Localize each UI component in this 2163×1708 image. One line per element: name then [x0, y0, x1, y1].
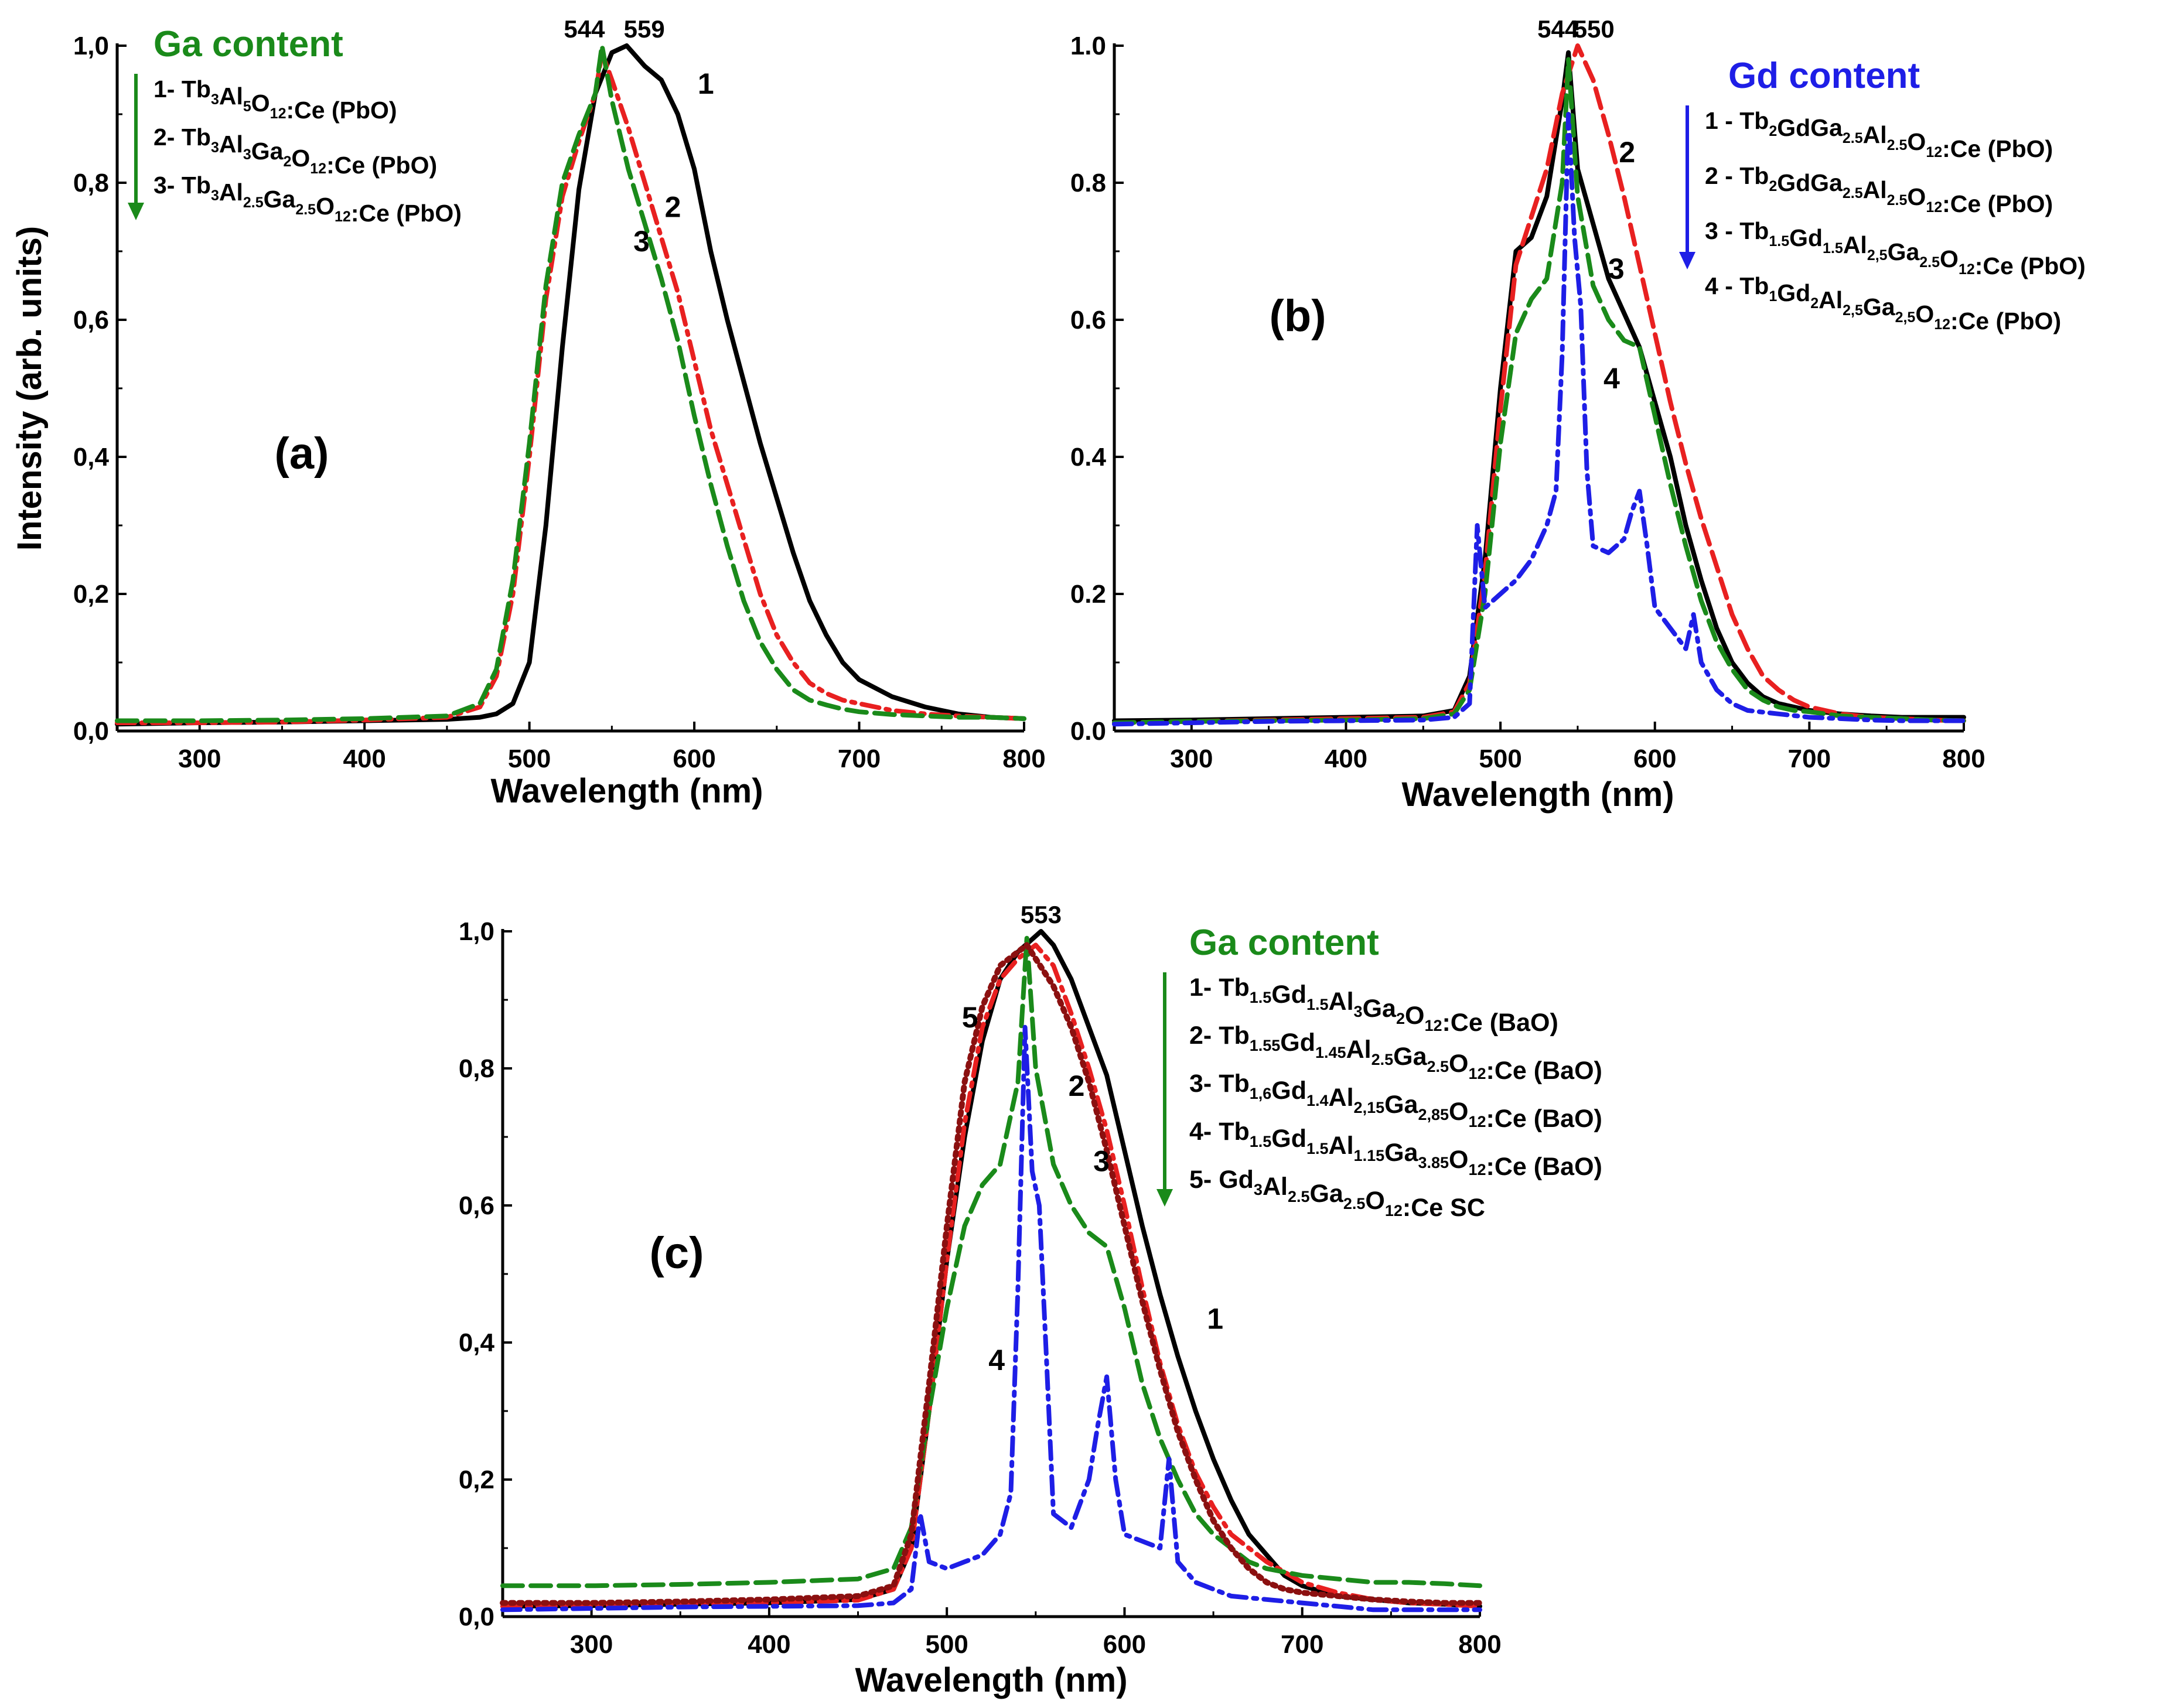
- series-line-4: [500, 1024, 1482, 1613]
- series-line-1: [1112, 50, 1966, 723]
- y-tick-label: 1.0: [1070, 32, 1106, 60]
- legend: Ga content 1- Tb1.5Gd1.5Al3Ga2O12:Ce (BaO…: [1156, 923, 1602, 1222]
- panel-label: (b): [1269, 291, 1326, 341]
- peak-label: 544: [564, 15, 605, 43]
- y-tick-label: 0,6: [73, 306, 109, 334]
- chart-panel-2: 300 400 500 600 700 800 0.0 0.2 0.4 0.6 0.8 1.0 2 3 4 5…: [1070, 15, 2086, 814]
- y-tick-label: 1,0: [459, 917, 494, 946]
- series-line-5: [500, 942, 1483, 1606]
- y-tick-label: 0,6: [459, 1191, 494, 1220]
- legend-entry: 1 - Tb2GdGa2.5Al2.5O12:Ce (PbO): [1705, 107, 2053, 162]
- x-tick-label: 400: [1325, 744, 1367, 773]
- panel-label: (c): [650, 1228, 704, 1278]
- x-axis-label: Wavelength (nm): [490, 772, 763, 810]
- legend-arrow-head: [1679, 252, 1695, 269]
- x-tick-label: 500: [508, 744, 551, 773]
- curve-label: 4: [988, 1344, 1005, 1376]
- series-line-2: [115, 50, 1026, 725]
- x-tick-label: 800: [1458, 1630, 1501, 1659]
- legend-arrow-head: [1156, 1189, 1173, 1207]
- legend-entry: 3- Tb1,6Gd1.4Al2,15Ga2,85O12:Ce (BaO): [1189, 1070, 1602, 1133]
- curve-label: 1: [1207, 1303, 1223, 1335]
- y-tick-label: 0,8: [73, 169, 109, 197]
- legend-entry: 4 - Tb1Gd2Al2,5Ga2,5O12:Ce (PbO): [1705, 272, 2061, 334]
- x-tick-label: 700: [1788, 744, 1831, 773]
- y-tick-label: 0,4: [73, 443, 110, 472]
- chart-panel-3: 300 400 500 600 700 800 0,0 0,2 0,4 0,6 0,8 1,0 5 2 3 1…: [459, 901, 1602, 1699]
- panel-label: (a): [275, 429, 329, 479]
- x-tick-label: 800: [1942, 744, 1985, 773]
- peak-label: 559: [624, 15, 665, 43]
- series-line-3: [1112, 57, 1966, 725]
- legend-title: Ga content: [1189, 923, 1379, 963]
- x-tick-label: 700: [1281, 1630, 1323, 1659]
- series-line-4: [1112, 112, 1966, 727]
- y-tick-label: 0.8: [1070, 169, 1106, 197]
- curve-label: 2: [1069, 1070, 1085, 1102]
- series-line-3: [115, 43, 1026, 723]
- legend-entry: 2 - Tb2GdGa2.5Al2.5O12:Ce (PbO): [1705, 162, 2053, 217]
- legend-entry: 3- Tb3Al2.5Ga2.5O12:Ce (PbO): [153, 172, 462, 227]
- x-axis-label: Wavelength (nm): [1401, 776, 1674, 814]
- x-tick-label: 400: [343, 744, 385, 773]
- legend-title: Ga content: [153, 24, 343, 64]
- y-tick-label: 0,0: [73, 717, 109, 746]
- x-tick-label: 600: [673, 744, 715, 773]
- x-tick-label: 300: [1170, 744, 1213, 773]
- legend-entry: 2- Tb3Al3Ga2O12:Ce (PbO): [153, 124, 437, 179]
- series-line-1: [115, 43, 1026, 727]
- y-tick-label: 0.4: [1070, 443, 1107, 472]
- y-tick-label: 1,0: [73, 32, 109, 60]
- peak-label: 553: [1021, 901, 1062, 928]
- chart-panels: 300 400 500 600 700 8000,00,20,40,60,81,01235…: [11, 15, 2086, 1699]
- x-tick-label: 600: [1103, 1630, 1146, 1659]
- legend-entry: 2- Tb1.55Gd1.45Al2.5Ga2.5O12:Ce (BaO): [1189, 1022, 1602, 1085]
- series-line-2: [1112, 43, 1966, 725]
- x-tick-label: 500: [925, 1630, 968, 1659]
- legend-arrow-head: [128, 203, 144, 220]
- chart-panel-1: 300 400 500 600 700 800 0,0 0,2 0,4 0,6 0,8 1,0 1 23 5…: [11, 15, 1046, 810]
- peak-label: 544: [1537, 15, 1579, 43]
- x-tick-label: 400: [748, 1630, 790, 1659]
- y-tick-label: 0.0: [1070, 717, 1106, 746]
- legend: Gd content 1 - Tb2GdGa2.5Al2.5O12:Ce (PbO…: [1679, 56, 2086, 334]
- x-tick-label: 300: [570, 1630, 613, 1659]
- y-tick-label: 0.6: [1070, 306, 1106, 334]
- curve-label: 3: [633, 225, 650, 258]
- y-tick-label: 0,8: [459, 1054, 494, 1083]
- y-tick-label: 0,0: [459, 1603, 494, 1631]
- y-tick-label: 0,2: [73, 580, 109, 609]
- curve-label: 3: [1093, 1145, 1110, 1178]
- y-axis-label: Intensity (arb. units): [11, 226, 49, 551]
- x-tick-label: 700: [838, 744, 881, 773]
- series-line-3: [500, 935, 1482, 1589]
- curve-label: 3: [1608, 252, 1625, 285]
- legend-entry: 4- Tb1.5Gd1.5Al1.15Ga3.85O12:Ce (BaO): [1189, 1118, 1602, 1181]
- x-tick-label: 500: [1479, 744, 1521, 773]
- legend-entry: 1- Tb3Al5O12:Ce (PbO): [153, 76, 397, 124]
- y-tick-label: 0.2: [1070, 580, 1106, 609]
- legend-entry: 1- Tb1.5Gd1.5Al3Ga2O12:Ce (BaO): [1189, 973, 1558, 1037]
- curve-label: 2: [665, 191, 681, 224]
- legend: Ga content 1- Tb3Al5O12:Ce (PbO)2- Tb3Al3…: [128, 24, 462, 227]
- curve-label: 2: [1619, 136, 1635, 169]
- peak-label: 550: [1574, 15, 1615, 43]
- y-tick-label: 0,4: [459, 1328, 495, 1357]
- legend-entry: 3 - Tb1.5Gd1.5Al2,5Ga2.5O12:Ce (PbO): [1705, 217, 2086, 279]
- x-axis-label: Wavelength (nm): [855, 1661, 1127, 1699]
- y-tick-label: 0,2: [459, 1466, 494, 1494]
- legend-entry: 5- Gd3Al2.5Ga2.5O12:Ce SC: [1189, 1166, 1485, 1222]
- x-tick-label: 800: [1002, 744, 1045, 773]
- curve-label: 4: [1604, 362, 1620, 395]
- curve-label: 1: [698, 67, 714, 100]
- x-tick-label: 600: [1633, 744, 1676, 773]
- curve-label: 5: [962, 1001, 978, 1034]
- x-tick-label: 300: [178, 744, 221, 773]
- legend-title: Gd content: [1728, 56, 1920, 96]
